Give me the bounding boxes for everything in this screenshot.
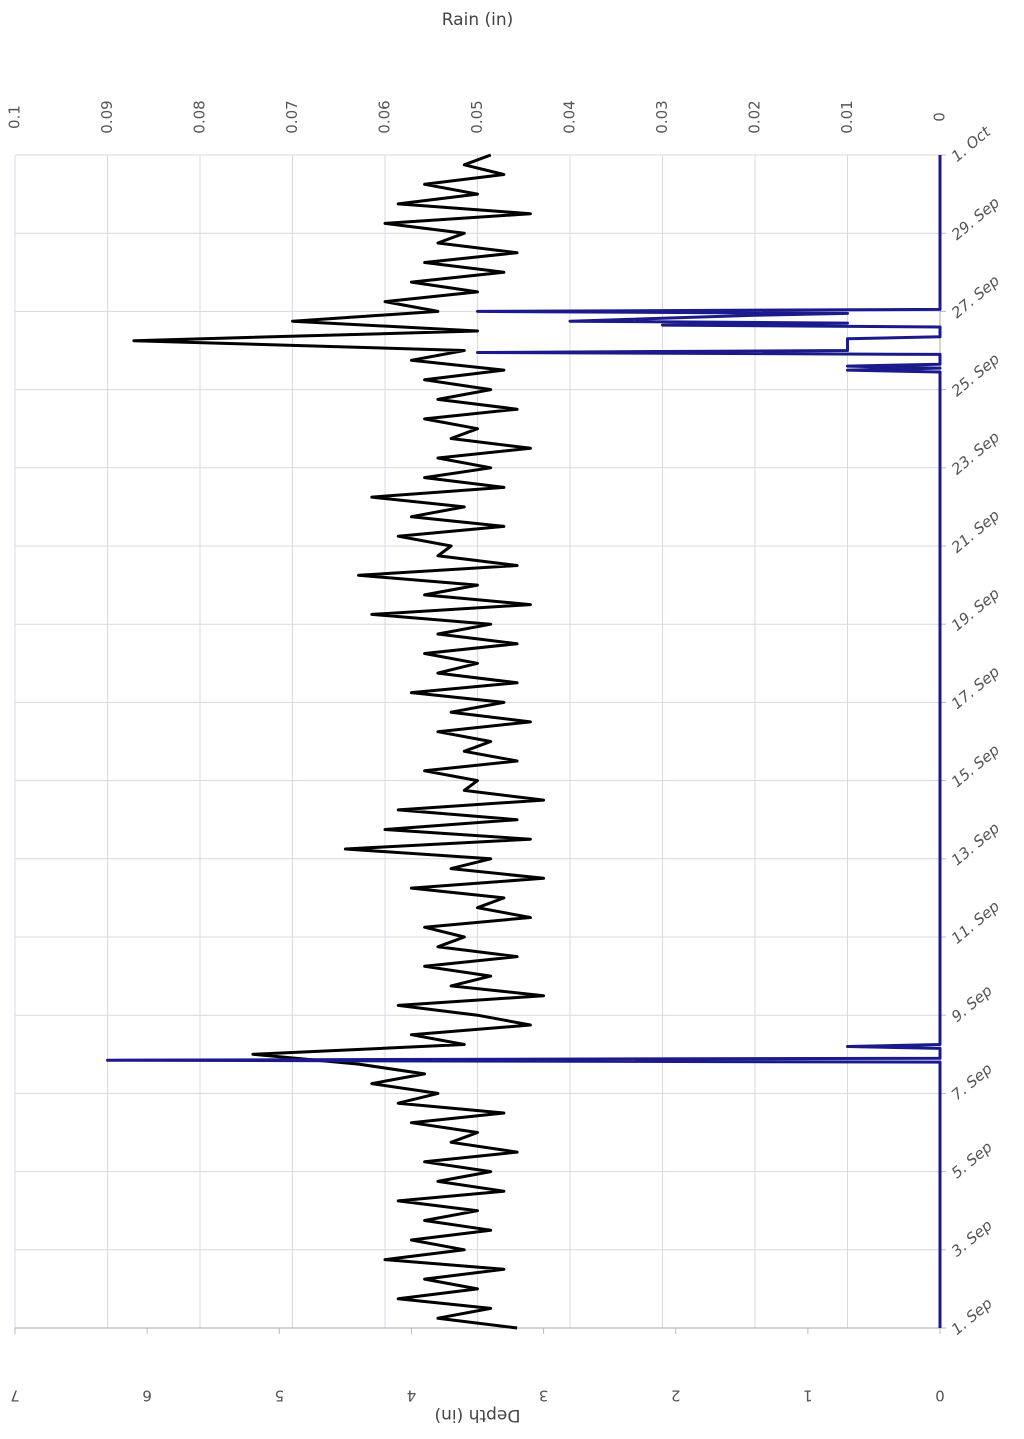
- x-tick-label: 27. Sep: [948, 272, 1003, 322]
- x-tick-label: 25. Sep: [948, 350, 1003, 400]
- x-tick-label: 17. Sep: [948, 663, 1003, 713]
- y2-tick-label: 0.1: [6, 105, 24, 129]
- y-tick-label: 1: [803, 1387, 813, 1405]
- x-tick-label: 29. Sep: [948, 193, 1003, 243]
- y-tick-label: 4: [407, 1387, 417, 1405]
- y2-tick-label: 0.09: [98, 100, 116, 133]
- x-tick-label: 5. Sep: [948, 1138, 996, 1182]
- x-tick-label: 11. Sep: [948, 897, 1003, 947]
- y-tick-label: 5: [275, 1387, 285, 1405]
- y2-tick-label: 0: [931, 112, 949, 122]
- y2-tick-label: 0.02: [746, 100, 764, 133]
- y-tick-label: 3: [539, 1387, 549, 1405]
- x-tick-label: 9. Sep: [948, 981, 996, 1025]
- y-axis-title: Depth (in): [435, 1405, 521, 1425]
- rotated-chart: 0 0.01 0.02 0.03 0.04 0.05 0.06 0.07 0.08 0.09 0.1…: [6, 10, 1004, 1425]
- y2-axis-title: Rain (in): [442, 10, 514, 30]
- y2-tick-label: 0.05: [468, 100, 486, 133]
- x-tick-label: 1. Sep: [948, 1294, 996, 1338]
- x-tick-label: 13. Sep: [948, 819, 1003, 869]
- y-tick-label: 6: [142, 1387, 152, 1405]
- series-line: [106, 155, 942, 1328]
- y2-tick-label: 0.03: [653, 100, 671, 133]
- x-tick-label: 19. Sep: [948, 584, 1003, 634]
- x-tick-label: 21. Sep: [948, 506, 1003, 556]
- x-tick-label: 3. Sep: [948, 1216, 996, 1260]
- y2-tick-label: 0.07: [283, 100, 301, 133]
- x-tick-label: 15. Sep: [948, 741, 1003, 791]
- y2-tick-label: 0.08: [191, 100, 209, 133]
- x-tick-label: 1. Oct: [948, 122, 995, 165]
- y-tick-label: 2: [671, 1387, 681, 1405]
- series-line: [132, 153, 546, 1330]
- y2-tick-label: 0.06: [376, 100, 394, 133]
- x-tick-label: 7. Sep: [948, 1060, 996, 1104]
- y-tick-label: 7: [10, 1387, 20, 1405]
- y2-tick-label: 0.04: [561, 100, 579, 133]
- x-tick-label: 23. Sep: [948, 428, 1003, 478]
- y-tick-label: 0: [935, 1387, 945, 1405]
- y2-tick-label: 0.01: [838, 100, 856, 133]
